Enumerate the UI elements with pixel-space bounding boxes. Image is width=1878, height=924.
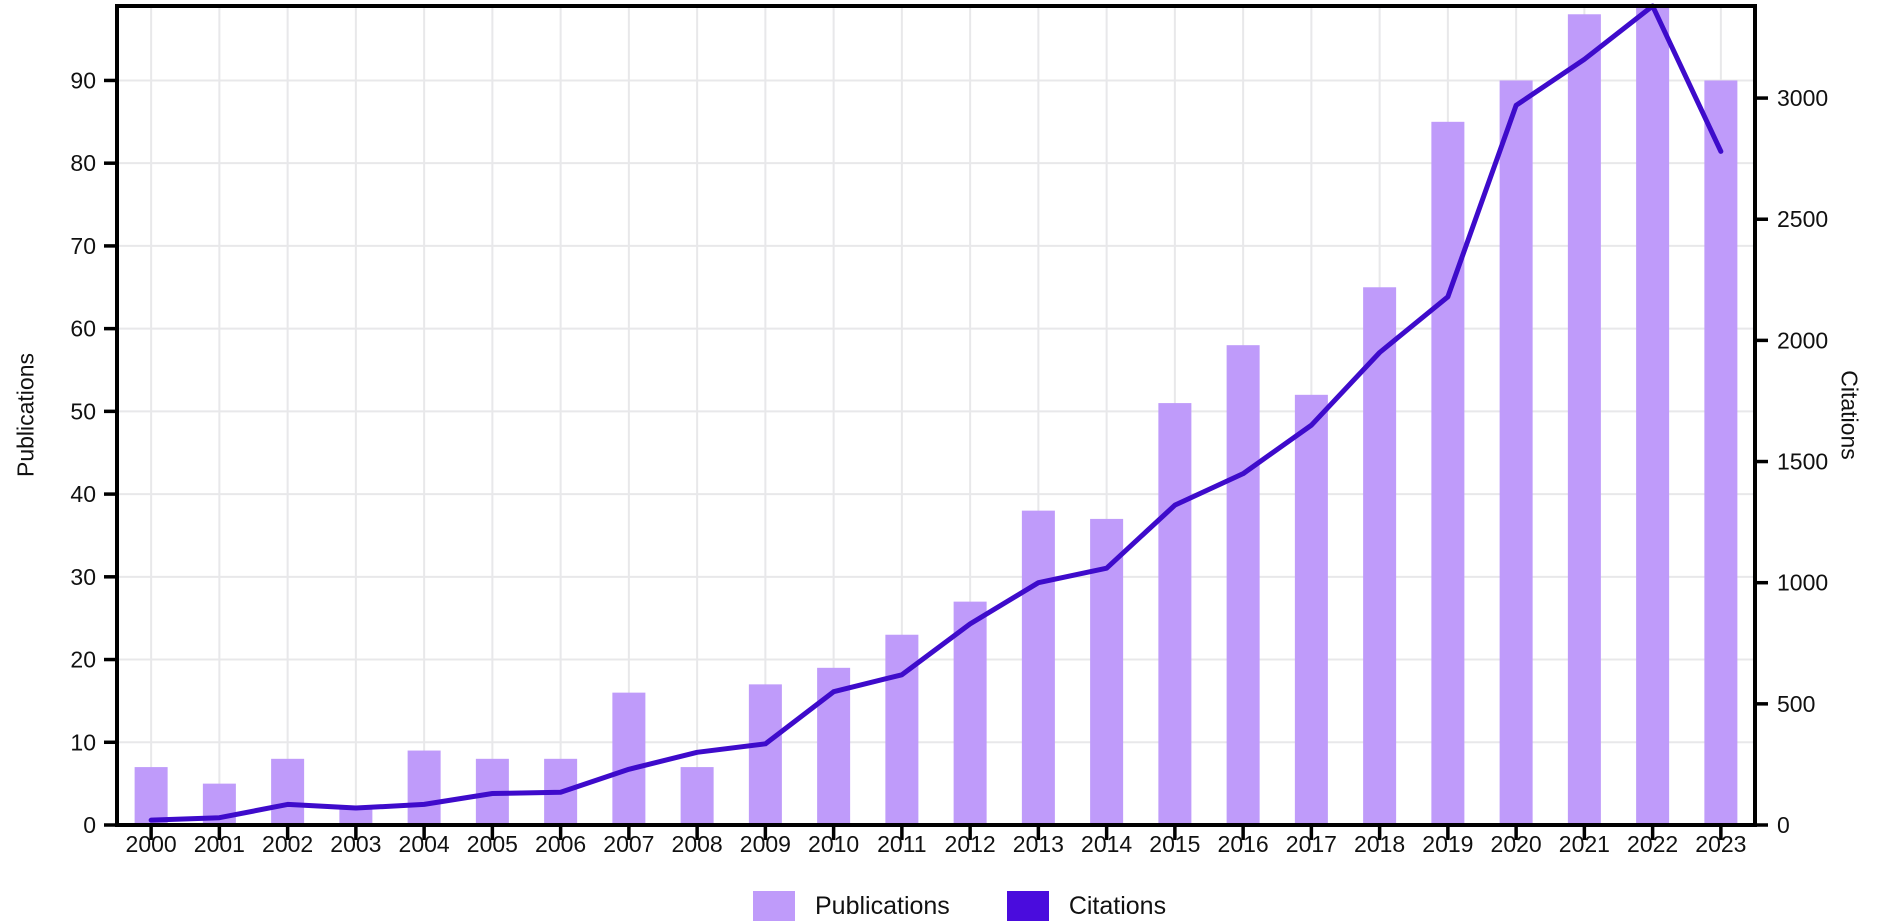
svg-text:2010: 2010 xyxy=(808,831,859,857)
right-axis-title: Citations xyxy=(1836,370,1863,460)
svg-text:20: 20 xyxy=(70,647,96,673)
svg-text:2023: 2023 xyxy=(1695,831,1746,857)
svg-text:2014: 2014 xyxy=(1081,831,1132,857)
svg-text:2020: 2020 xyxy=(1491,831,1542,857)
svg-text:2019: 2019 xyxy=(1422,831,1473,857)
svg-text:70: 70 xyxy=(70,233,96,259)
svg-text:2017: 2017 xyxy=(1286,831,1337,857)
svg-text:2011: 2011 xyxy=(877,831,926,857)
svg-text:0: 0 xyxy=(83,812,96,838)
svg-text:2009: 2009 xyxy=(740,831,791,857)
publications-swatch xyxy=(753,891,795,921)
svg-text:80: 80 xyxy=(70,150,96,176)
svg-text:3000: 3000 xyxy=(1777,85,1828,111)
left-axis-title: Publications xyxy=(12,352,39,478)
svg-text:2005: 2005 xyxy=(467,831,518,857)
svg-text:60: 60 xyxy=(70,316,96,342)
svg-text:2000: 2000 xyxy=(1777,327,1828,353)
svg-text:2000: 2000 xyxy=(126,831,177,857)
svg-text:2008: 2008 xyxy=(672,831,723,857)
svg-text:2002: 2002 xyxy=(262,831,313,857)
svg-text:2012: 2012 xyxy=(945,831,996,857)
svg-text:2018: 2018 xyxy=(1354,831,1405,857)
svg-text:30: 30 xyxy=(70,564,96,590)
svg-text:90: 90 xyxy=(70,67,96,93)
legend-item-publications: Publications xyxy=(753,891,950,921)
svg-text:10: 10 xyxy=(70,729,96,755)
svg-text:50: 50 xyxy=(70,398,96,424)
svg-text:0: 0 xyxy=(1777,812,1790,838)
svg-text:2021: 2021 xyxy=(1559,831,1610,857)
svg-text:500: 500 xyxy=(1777,691,1815,717)
svg-text:2500: 2500 xyxy=(1777,206,1828,232)
citations-legend-label: Citations xyxy=(1068,892,1167,920)
svg-text:2001: 2001 xyxy=(194,831,245,857)
svg-text:2022: 2022 xyxy=(1627,831,1678,857)
svg-text:2016: 2016 xyxy=(1218,831,1269,857)
svg-text:2013: 2013 xyxy=(1013,831,1064,857)
svg-text:2007: 2007 xyxy=(603,831,654,857)
svg-text:2015: 2015 xyxy=(1149,831,1200,857)
citations-swatch xyxy=(1006,891,1049,921)
svg-text:2003: 2003 xyxy=(330,831,381,857)
legend-item-citations: Citations xyxy=(1006,891,1167,921)
chart-legend: Publications Citations xyxy=(753,891,1166,921)
svg-text:1500: 1500 xyxy=(1777,449,1828,475)
svg-text:1000: 1000 xyxy=(1777,570,1828,596)
svg-text:2004: 2004 xyxy=(399,831,450,857)
publications-legend-label: Publications xyxy=(815,892,950,920)
svg-text:2006: 2006 xyxy=(535,831,586,857)
svg-text:40: 40 xyxy=(70,481,96,507)
